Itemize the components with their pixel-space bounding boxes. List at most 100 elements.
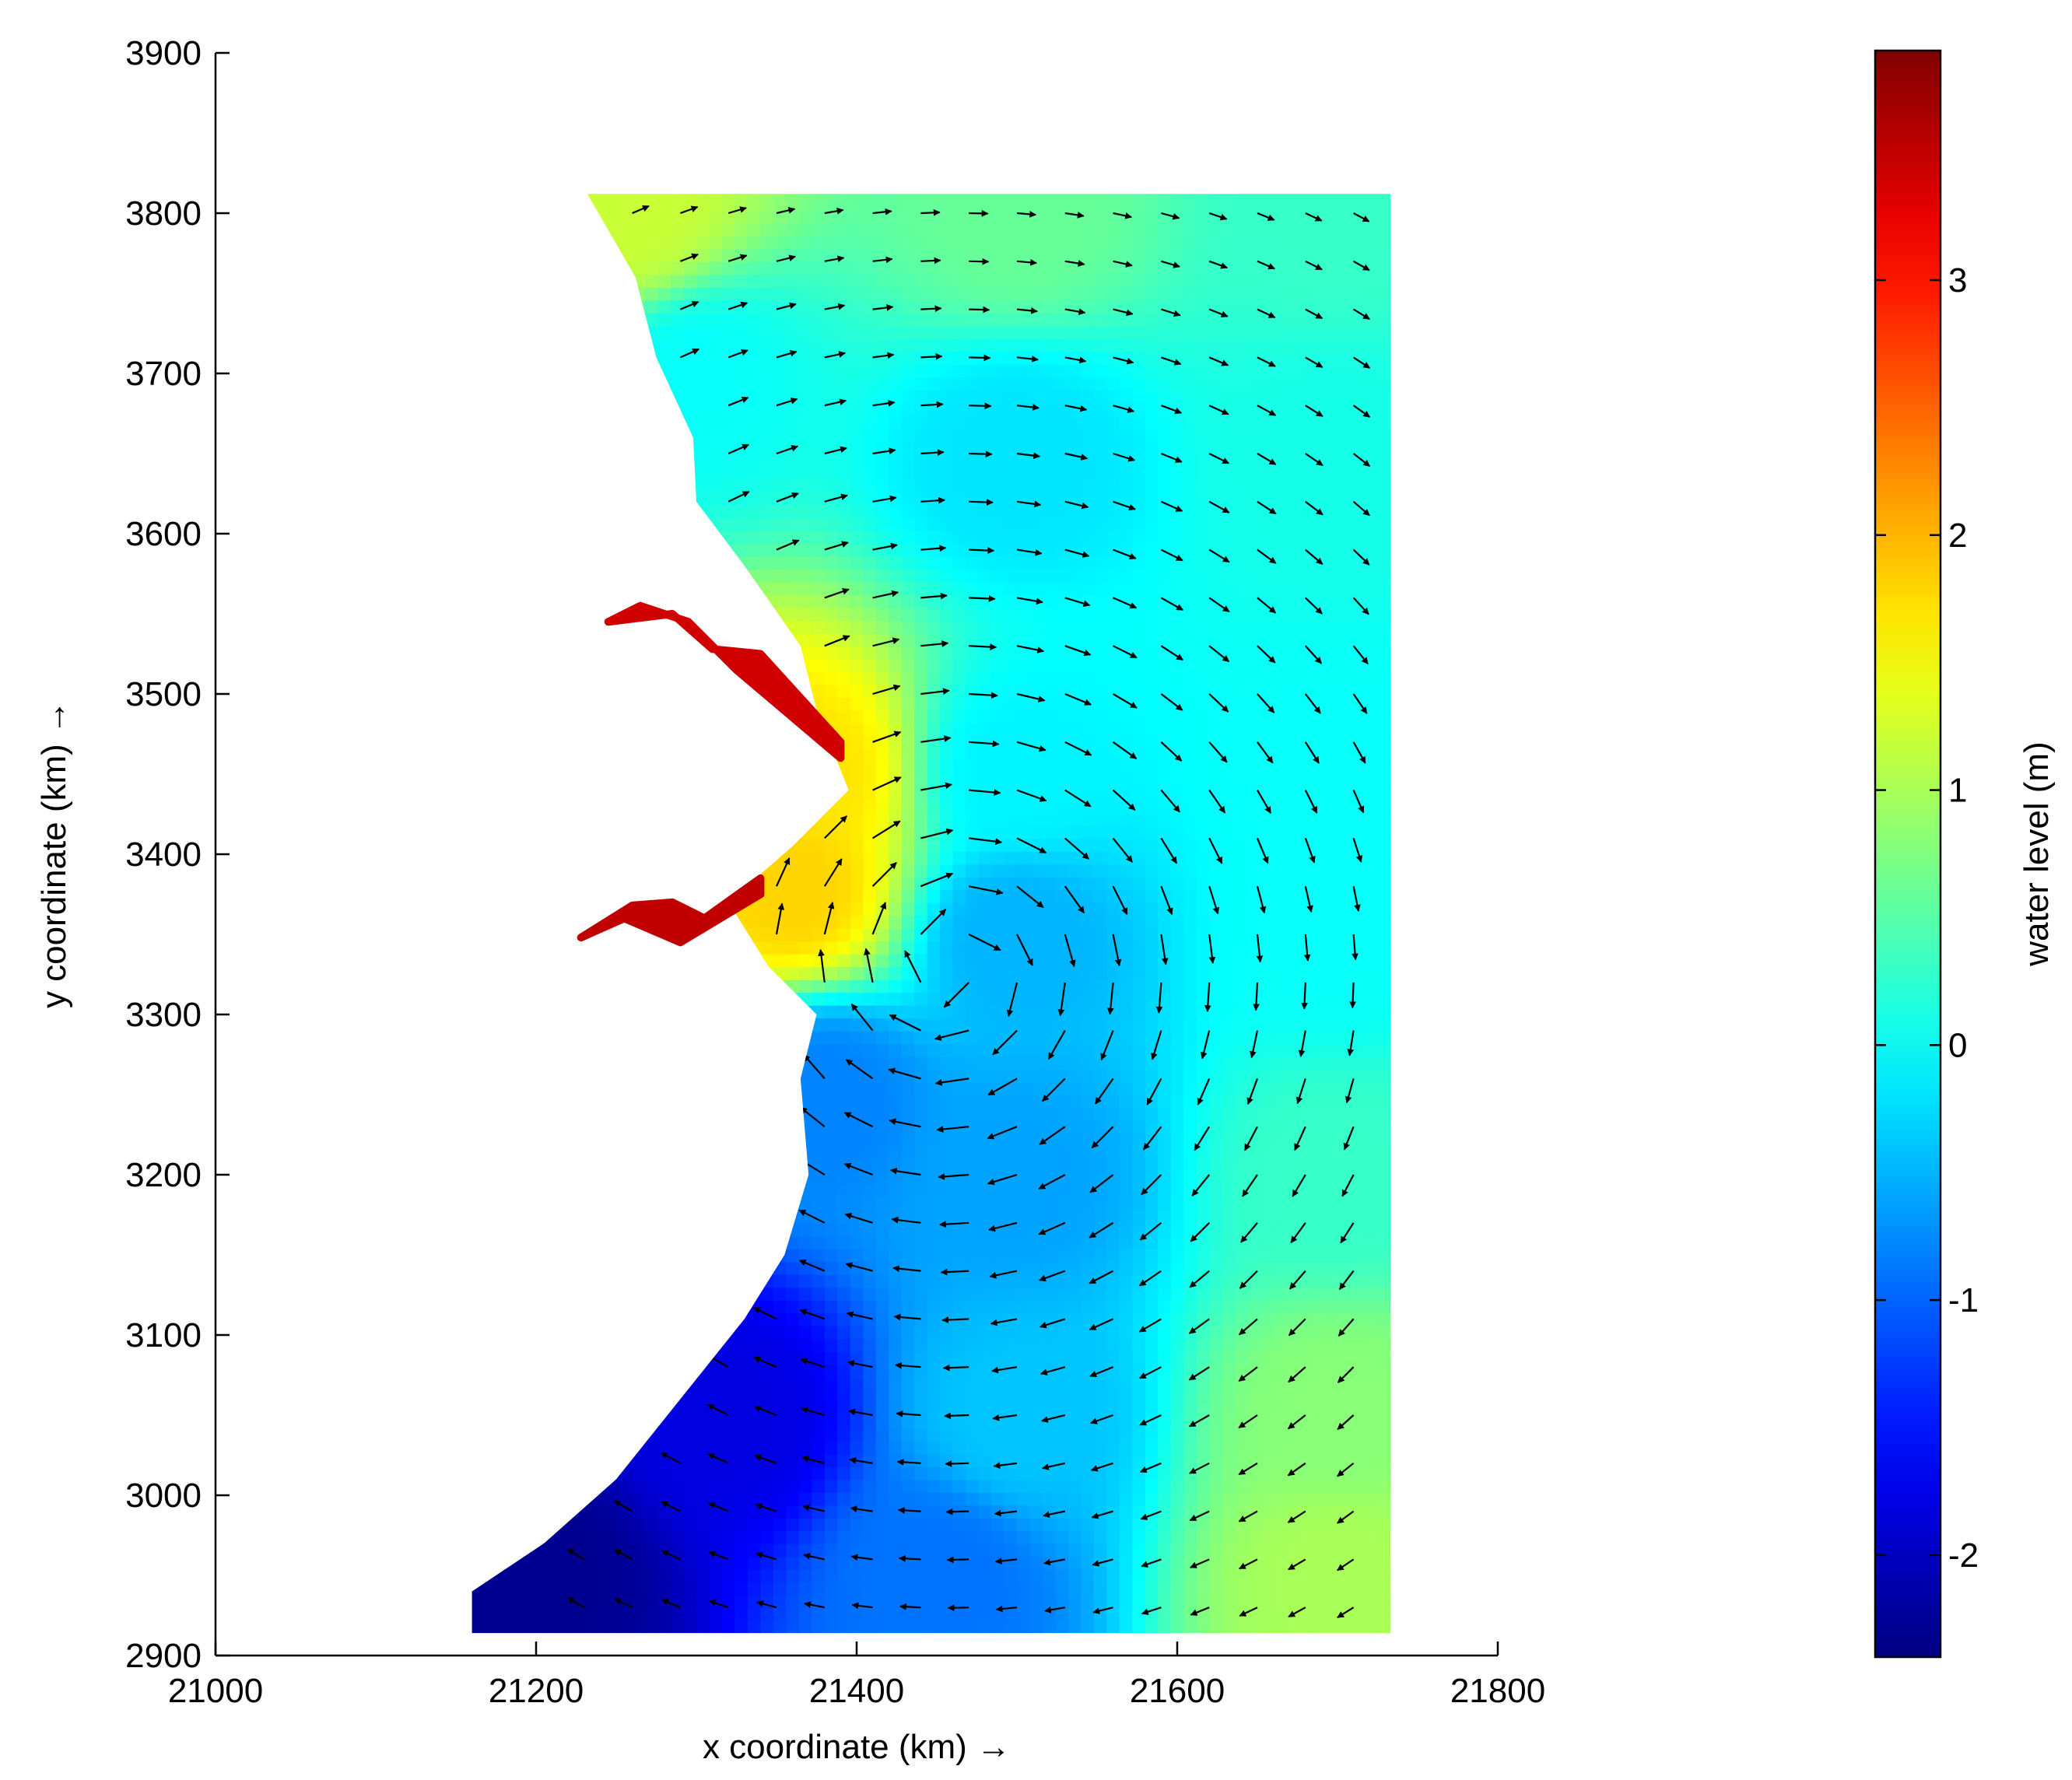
current-vector: [872, 684, 901, 696]
current-vector: [1256, 837, 1269, 864]
current-vector: [992, 1414, 1018, 1421]
current-vector: [1352, 453, 1371, 468]
current-vector: [1352, 645, 1369, 664]
current-vector: [920, 592, 948, 600]
current-vector: [969, 402, 992, 410]
current-vector: [1191, 1174, 1211, 1197]
x-tick-label: 21600: [1130, 1672, 1225, 1710]
current-vector: [848, 1408, 873, 1417]
current-vector: [920, 828, 954, 839]
current-vector: [969, 643, 997, 650]
current-vector: [824, 207, 844, 215]
current-vector: [804, 1601, 826, 1609]
current-vector: [1139, 1414, 1162, 1426]
current-vector: [1352, 790, 1365, 814]
current-vector: [1160, 693, 1183, 711]
current-vector: [1091, 1510, 1113, 1519]
current-vector: [1039, 1126, 1066, 1145]
current-vector: [1100, 1030, 1114, 1061]
current-vector: [851, 1602, 873, 1610]
current-vector: [1113, 597, 1138, 609]
current-vector: [1257, 212, 1275, 221]
current-vector: [1305, 405, 1323, 418]
current-vector: [995, 1605, 1018, 1613]
current-vector: [1064, 885, 1085, 914]
current-vector: [1208, 885, 1220, 915]
current-vector: [1016, 789, 1047, 802]
current-vector: [1189, 1270, 1210, 1288]
current-vector: [987, 1077, 1018, 1096]
current-vector: [824, 351, 847, 359]
current-vector: [920, 688, 950, 696]
current-vector: [920, 449, 945, 457]
current-vector: [1200, 1030, 1211, 1060]
current-vector: [798, 1209, 826, 1224]
current-vector: [1006, 982, 1018, 1018]
current-vector: [1064, 741, 1092, 756]
current-vector: [706, 1403, 729, 1416]
y-tick-label: 3300: [125, 996, 202, 1034]
current-vector: [1064, 837, 1090, 860]
current-vector: [1113, 548, 1137, 560]
current-vector: [1064, 597, 1091, 607]
current-vector: [845, 1262, 873, 1272]
current-vector: [727, 206, 747, 215]
current-vector: [872, 590, 899, 599]
current-vector: [1305, 548, 1323, 565]
current-vector: [1208, 308, 1229, 318]
current-vector: [1352, 548, 1370, 566]
current-vector: [1208, 645, 1230, 663]
current-vector: [614, 1549, 633, 1561]
plot-axes: 21000 21200 21400 21600 21800 2900 3000 3100 320…: [125, 34, 1545, 1710]
current-vector: [1188, 1366, 1210, 1381]
current-vector: [1064, 212, 1085, 219]
current-vector: [895, 1361, 921, 1369]
current-vector: [969, 595, 996, 602]
current-vector: [872, 731, 902, 743]
current-vector: [892, 1265, 921, 1273]
current-vector: [939, 1221, 969, 1228]
y-tick-label: 3200: [125, 1156, 202, 1194]
current-vector: [988, 1221, 1018, 1232]
current-vector: [1239, 1270, 1258, 1289]
current-vector: [1189, 1510, 1210, 1522]
current-vector: [1208, 453, 1230, 464]
current-vector: [756, 1600, 777, 1609]
current-vector: [1190, 1607, 1210, 1616]
current-vector: [1140, 1510, 1162, 1520]
current-vector: [920, 782, 952, 791]
current-vector: [1113, 212, 1133, 219]
current-vector: [1141, 1558, 1162, 1568]
current-vector: [1112, 934, 1122, 967]
current-vector: [1257, 405, 1277, 416]
current-vector: [891, 1216, 921, 1224]
current-vector: [1064, 405, 1088, 412]
current-vector: [1016, 885, 1044, 909]
current-vector: [1305, 500, 1323, 516]
current-vector: [1043, 1510, 1066, 1519]
current-vector: [872, 776, 902, 791]
current-vector: [920, 545, 947, 552]
current-vector: [707, 1502, 729, 1512]
current-vector: [1294, 1126, 1306, 1151]
current-vector: [1352, 838, 1363, 863]
current-vector: [934, 1077, 969, 1086]
current-vector: [1304, 645, 1323, 664]
current-vector: [1047, 1030, 1066, 1060]
current-vector: [798, 1260, 826, 1272]
current-vector: [1139, 1221, 1162, 1241]
current-vector: [776, 254, 796, 262]
current-vector: [1043, 1558, 1066, 1566]
current-vector: [566, 1548, 585, 1561]
current-vector: [1257, 548, 1277, 564]
current-vector: [776, 302, 797, 310]
current-vector: [1016, 597, 1043, 605]
current-vector: [1288, 1558, 1306, 1571]
current-vector: [1238, 1366, 1258, 1382]
current-vector: [1112, 789, 1136, 811]
current-vector: [1016, 500, 1042, 508]
current-vector: [1208, 741, 1228, 763]
current-vector: [969, 354, 991, 362]
current-vector: [1089, 1366, 1114, 1378]
